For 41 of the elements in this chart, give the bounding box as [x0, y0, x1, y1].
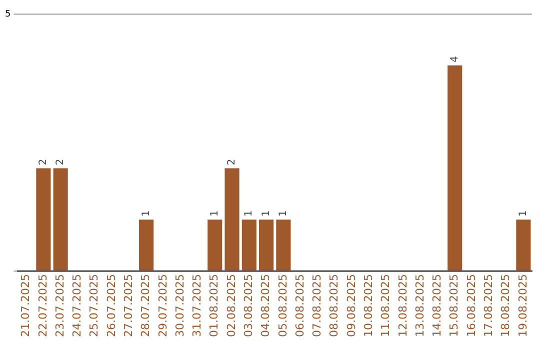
x-tick-label: 06.08.2025 [293, 274, 306, 338]
x-tick-label: 30.07.2025 [173, 274, 186, 338]
x-tick-label: 01.08.2025 [208, 274, 221, 338]
x-tick-label: 07.08.2025 [310, 274, 324, 338]
data-label: 2 [38, 158, 50, 166]
x-tick-label: 17.08.2025 [482, 274, 496, 338]
x-tick-label: 05.08.2025 [276, 274, 290, 338]
data-label: 1 [260, 210, 272, 217]
data-label: 1 [140, 210, 152, 217]
x-tick-label: 24.07.2025 [70, 274, 84, 338]
x-tick-label: 13.08.2025 [413, 274, 426, 338]
x-tick-label: 03.08.2025 [242, 274, 256, 338]
x-tick-label: 21.07.2025 [19, 274, 32, 338]
x-tick-label: 22.07.2025 [36, 274, 50, 338]
data-label: 2 [226, 158, 238, 166]
x-tick-label: 23.07.2025 [53, 274, 66, 338]
data-label: 1 [518, 210, 530, 217]
x-tick-label: 25.07.2025 [88, 274, 101, 338]
data-label: 1 [209, 210, 220, 217]
data-label: 1 [244, 210, 255, 217]
x-tick-label: 10.08.2025 [362, 274, 376, 338]
x-tick-label: 12.08.2025 [396, 274, 410, 338]
x-tick-label: 02.08.2025 [224, 274, 238, 338]
x-tick-label: 29.07.2025 [156, 274, 170, 338]
x-tick-label: 28.07.2025 [139, 274, 152, 338]
data-label: 1 [278, 210, 290, 217]
x-tick-label: 15.08.2025 [448, 274, 461, 338]
data-label: 2 [55, 158, 66, 166]
x-tick-label: 16.08.2025 [464, 274, 478, 338]
data-label: 4 [449, 56, 460, 62]
x-tick-label: 11.08.2025 [379, 274, 392, 338]
x-tick-label: 31.07.2025 [190, 274, 204, 338]
x-tick-label: 27.07.2025 [122, 274, 136, 338]
x-tick-label: 08.08.2025 [328, 274, 341, 338]
x-tick-label: 09.08.2025 [344, 274, 358, 338]
x-tick-label: 14.08.2025 [430, 274, 444, 338]
x-tick-label: 18.08.2025 [499, 274, 512, 338]
x-tick-label: 26.07.2025 [104, 274, 118, 338]
x-tick-label: 04.08.2025 [259, 274, 272, 338]
x-tick-label: 19.08.2025 [516, 274, 530, 338]
y-tick-label: 5 [4, 9, 11, 20]
